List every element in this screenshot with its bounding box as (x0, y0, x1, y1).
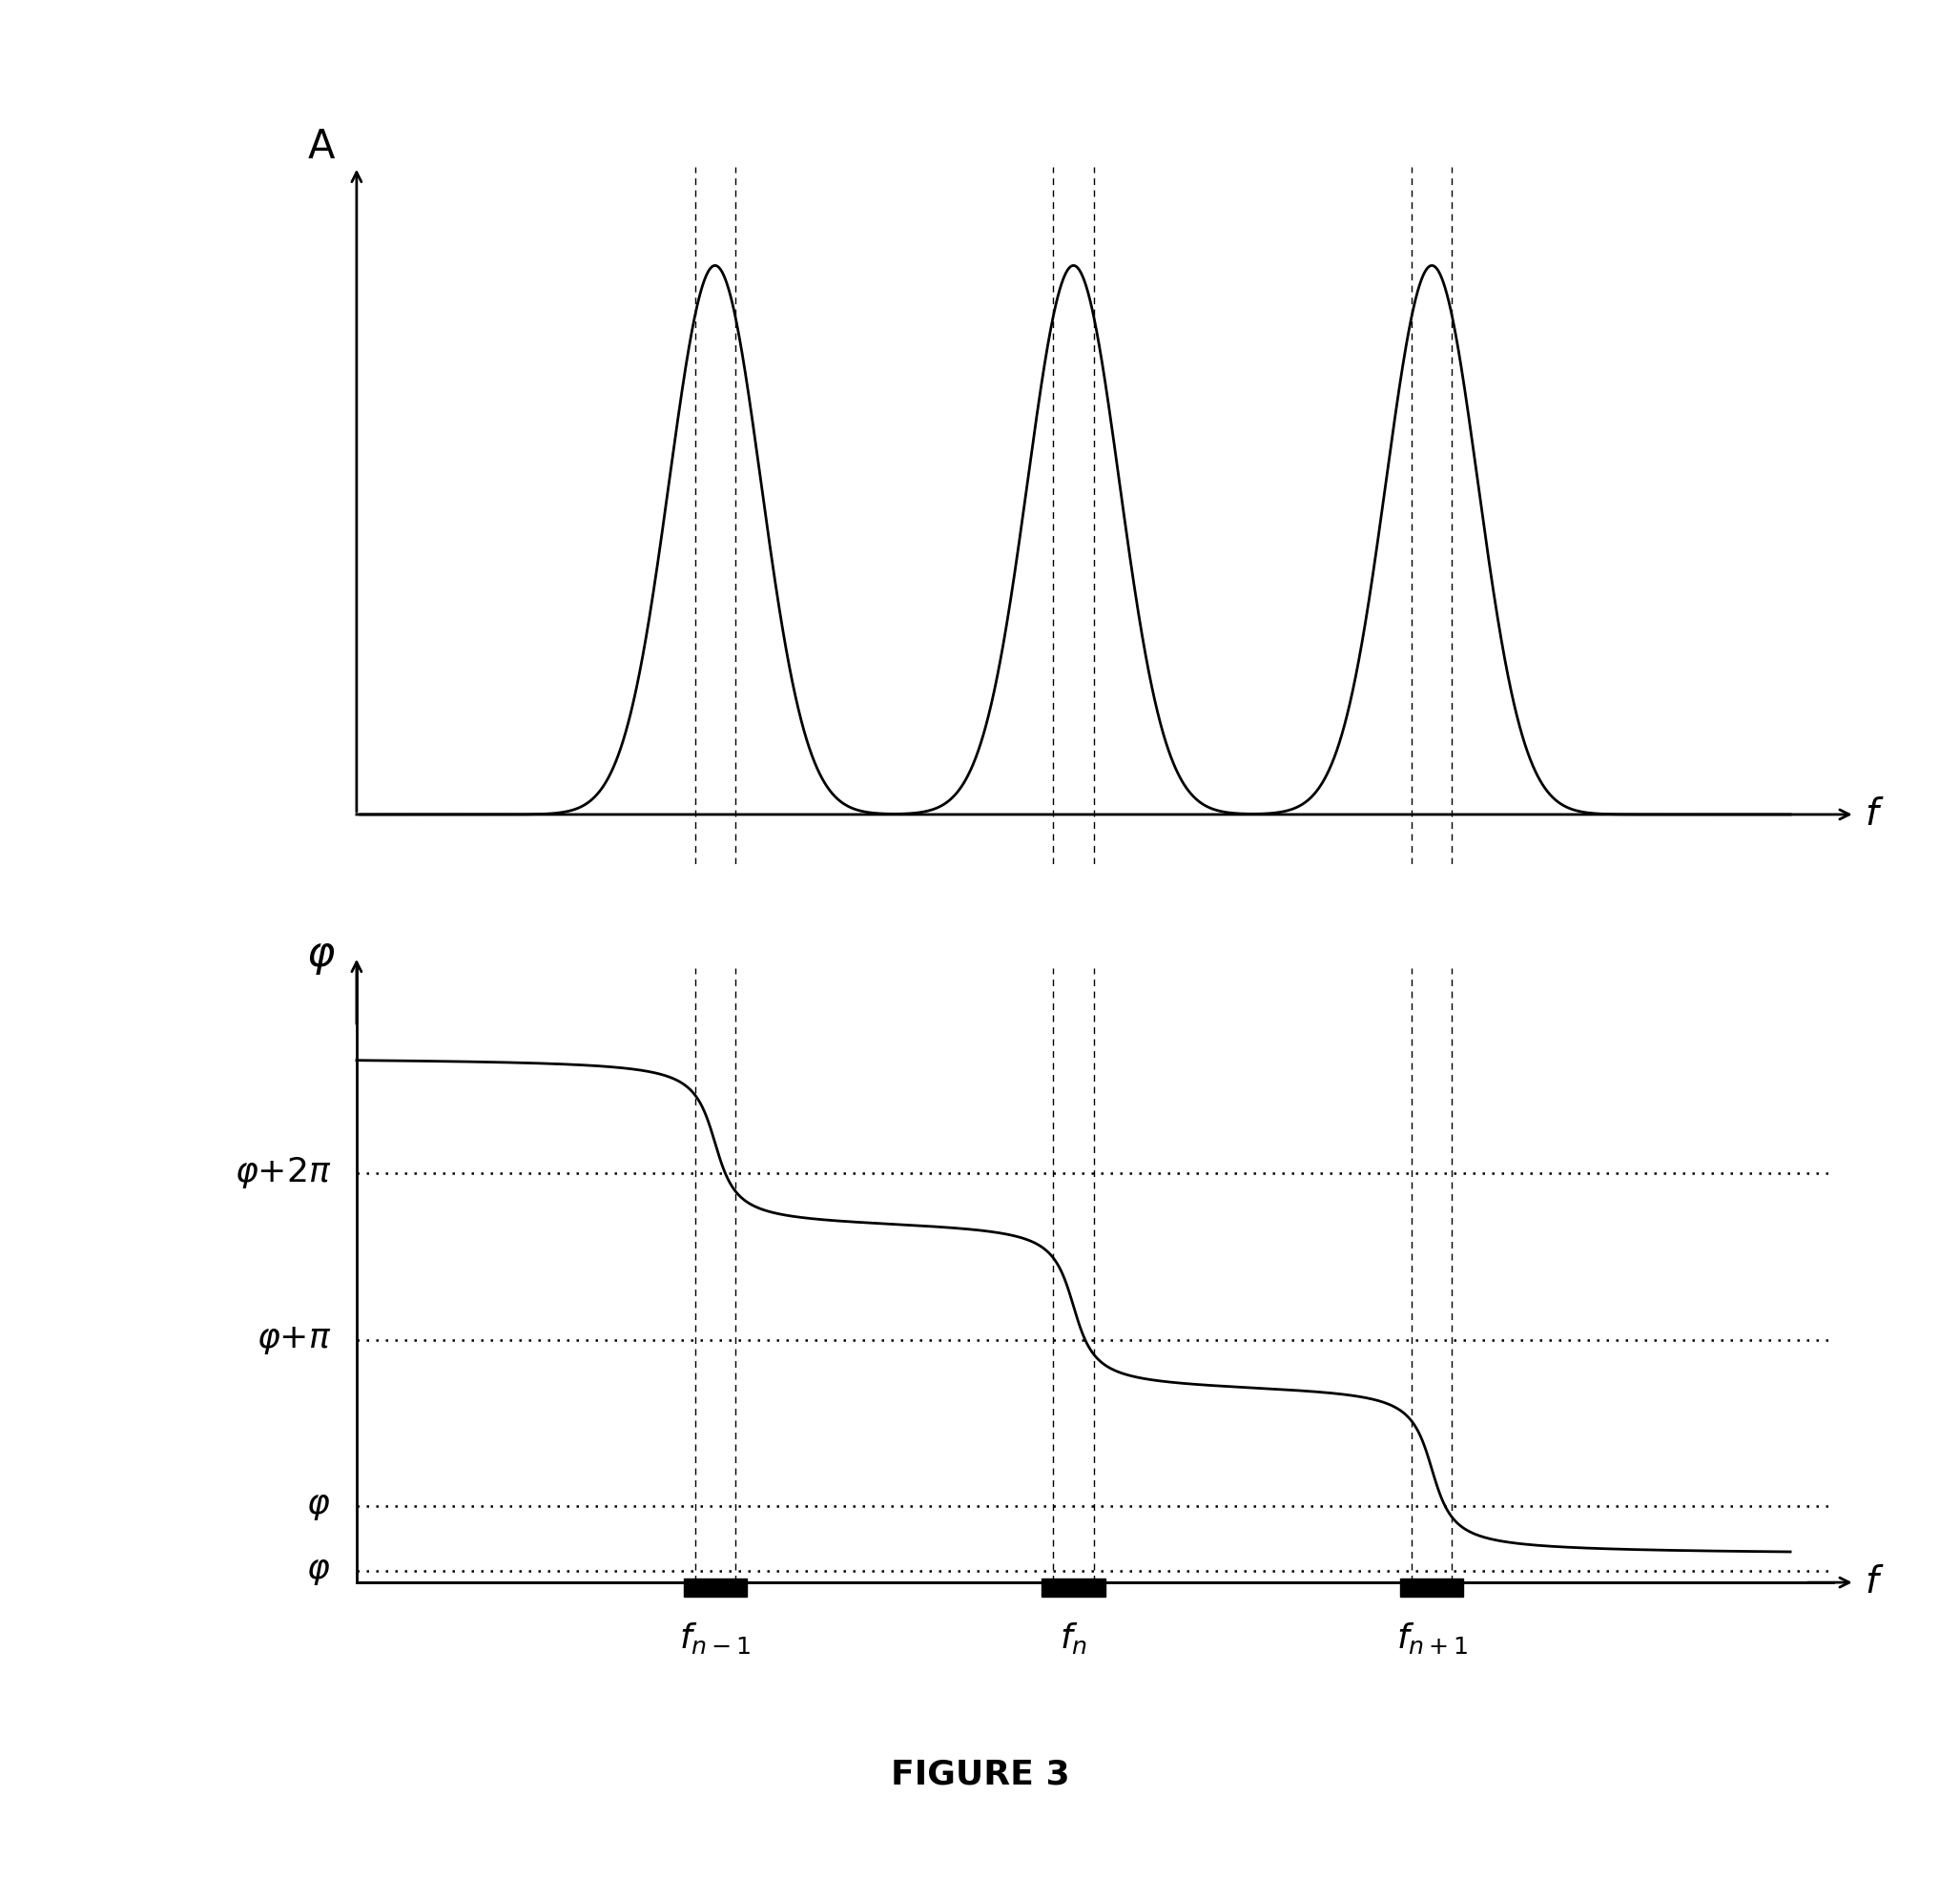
Text: $f_n$: $f_n$ (1060, 1621, 1088, 1656)
Bar (1043, 1578, 1105, 1596)
Text: f: f (1864, 1564, 1878, 1600)
Text: A: A (308, 126, 335, 167)
Text: FIGURE 3: FIGURE 3 (890, 1758, 1070, 1792)
Text: $\varphi$: $\varphi$ (306, 1555, 331, 1587)
Text: $\varphi$: $\varphi$ (306, 935, 335, 977)
Text: $f_{n+1}$: $f_{n+1}$ (1396, 1621, 1468, 1656)
Text: $f_{n-1}$: $f_{n-1}$ (678, 1621, 751, 1656)
Text: $\varphi$: $\varphi$ (306, 1489, 331, 1523)
Text: $\varphi$+$\pi$: $\varphi$+$\pi$ (257, 1324, 331, 1356)
Text: f: f (1864, 796, 1878, 832)
Bar (1399, 1578, 1464, 1596)
Text: $\varphi$+2$\pi$: $\varphi$+2$\pi$ (233, 1155, 331, 1191)
Bar (684, 1578, 747, 1596)
